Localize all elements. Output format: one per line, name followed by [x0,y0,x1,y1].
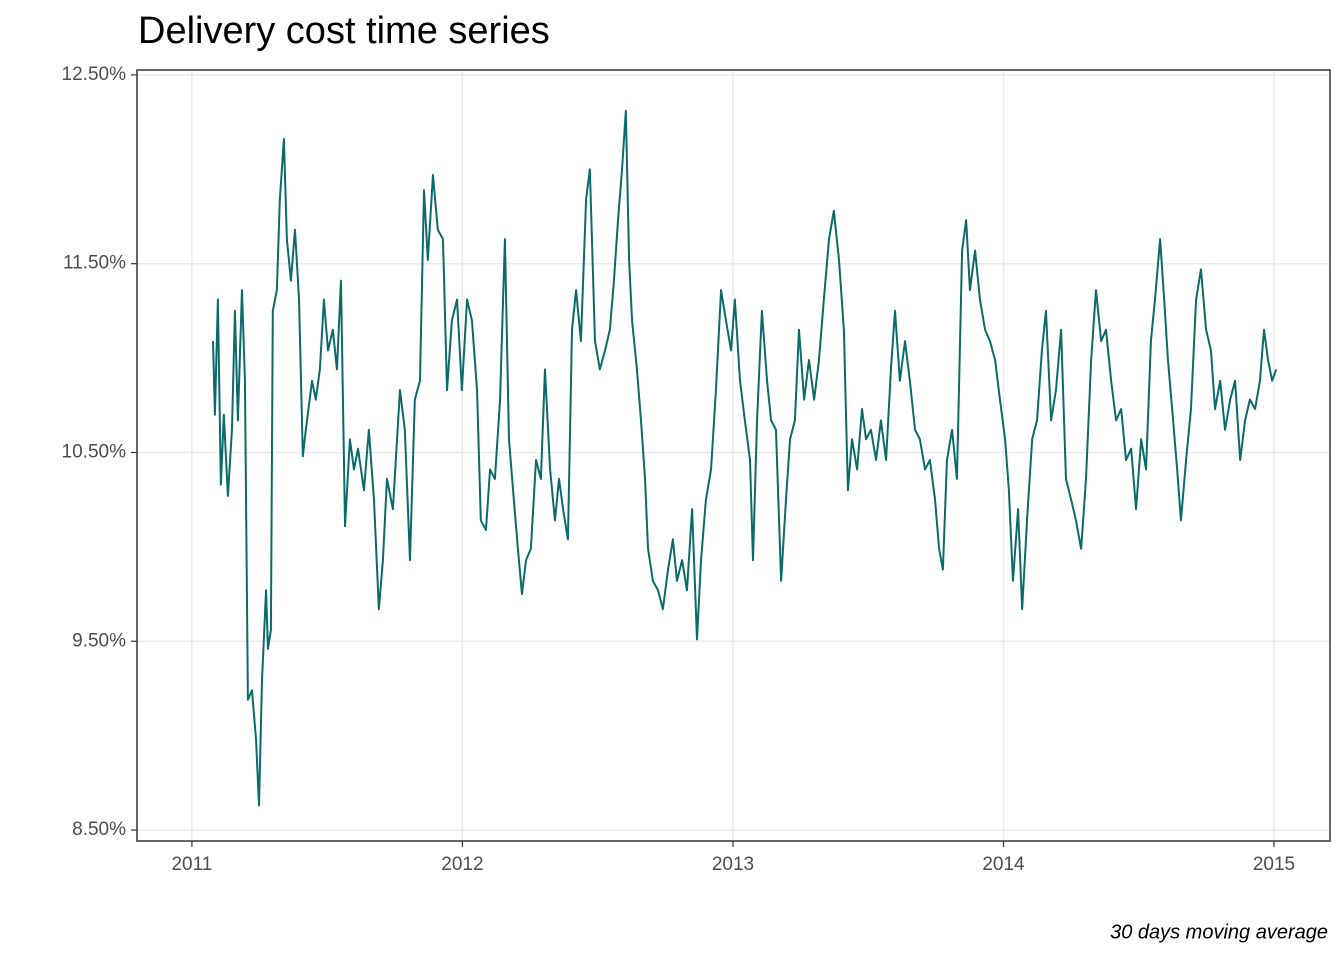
x-tick-label: 2013 [712,854,754,875]
y-tick-label: 8.50% [72,819,126,840]
x-tick-label: 2012 [441,854,483,875]
y-tick-label: 11.50% [63,253,126,274]
y-tick-label: 10.50% [62,441,127,462]
data-line [212,109,1278,807]
x-tick-label: 2014 [982,854,1025,875]
x-tick-label: 2011 [171,854,212,875]
chart-title: Delivery cost time series [138,10,550,52]
y-tick-label: 9.50% [72,630,126,651]
x-tick-label: 2015 [1253,854,1295,875]
caption: 30 days moving average [1110,921,1328,943]
y-tick-label: 12.50% [62,64,127,85]
panel-border [136,69,1331,842]
